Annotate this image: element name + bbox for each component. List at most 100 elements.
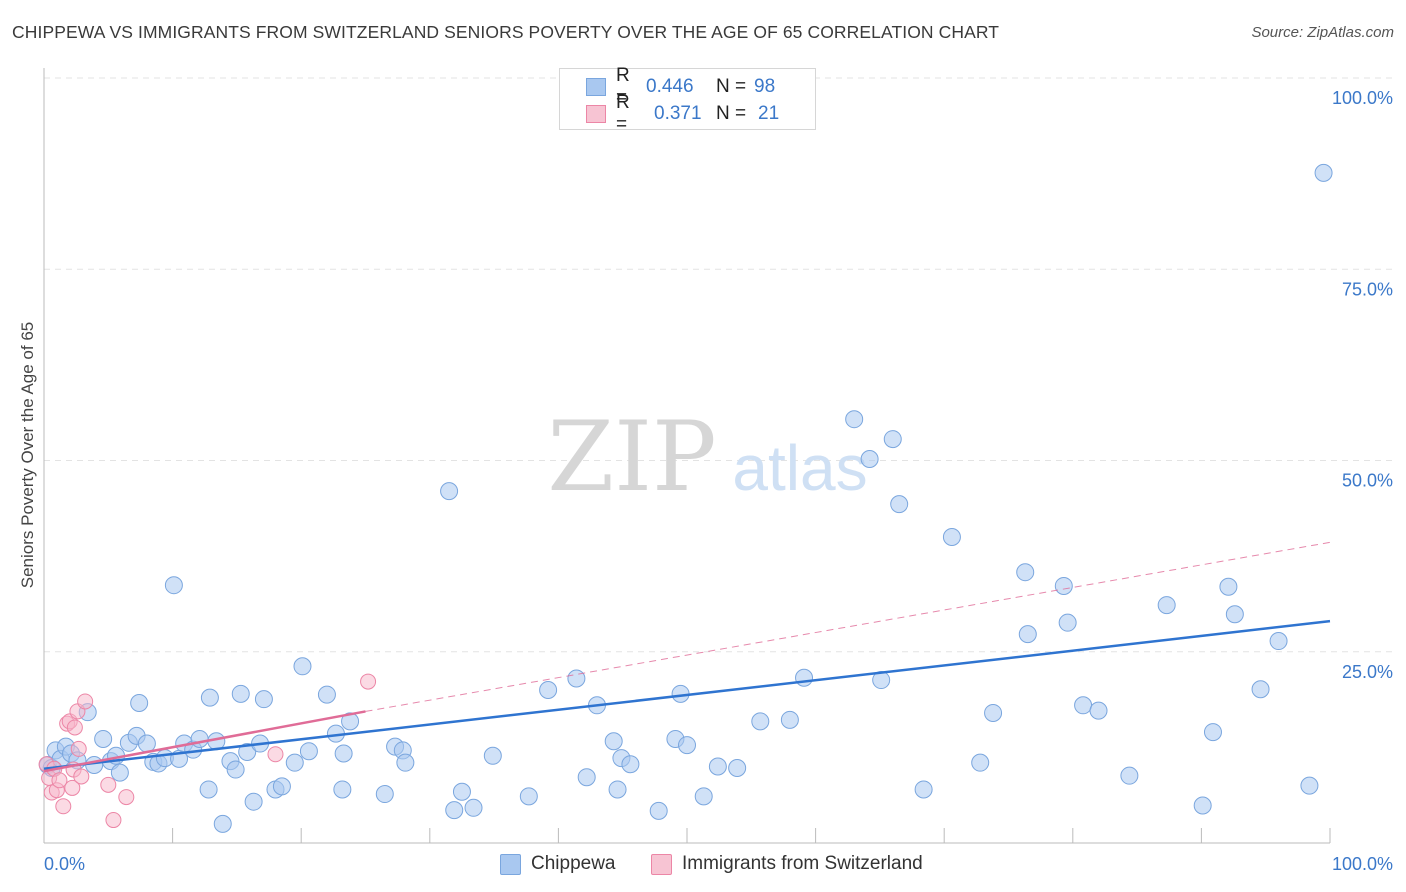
chippewa-point	[971, 753, 990, 772]
stats-legend: R = 0.446 N = 98 R = 0.371 N = 21	[559, 65, 816, 135]
chippewa-point	[231, 684, 250, 703]
chippewa-point	[199, 780, 218, 799]
chippewa-point	[678, 736, 696, 755]
chippewa-point	[567, 669, 586, 688]
grid	[44, 77, 1392, 653]
chippewa-point	[604, 732, 623, 751]
chippewa-point	[164, 576, 183, 595]
chippewa-point	[621, 755, 640, 774]
chippewa-point	[1018, 625, 1037, 644]
watermark: ZIP atlas	[547, 401, 867, 513]
switzerland-point	[64, 779, 81, 796]
bottom-legend-switzerland: Immigrants from Switzerland	[651, 852, 923, 876]
chippewa-point	[795, 668, 814, 687]
chippewa-point	[1120, 766, 1139, 785]
chippewa-point	[213, 814, 232, 833]
chippewa-point	[942, 528, 961, 546]
trend-lines	[43, 541, 1331, 773]
chippewa-point	[984, 703, 1003, 722]
chart-title: CHIPPEWA VS IMMIGRANTS FROM SWITZERLAND …	[12, 22, 1000, 42]
switzerland-point	[55, 798, 72, 815]
chippewa-point	[94, 729, 113, 748]
axes	[43, 68, 1331, 844]
switzerland-point	[77, 693, 94, 710]
chippewa-point	[137, 734, 156, 753]
source-label: Source: ZipAtlas.com	[1251, 24, 1394, 41]
chippewa-point	[110, 763, 129, 782]
legend-n-label: N =	[716, 76, 747, 97]
legend-r-value: 0.446	[646, 76, 694, 97]
chippewa-point	[200, 688, 219, 707]
bottom-legend-swatch-pink	[651, 853, 672, 875]
switzerland-point	[66, 719, 83, 736]
chippewa-point	[452, 782, 471, 801]
y-tick-label: 75.0%	[1342, 279, 1393, 299]
chippewa-point	[708, 757, 727, 776]
chippewa-point	[1054, 576, 1073, 595]
x-tick-label: 100.0%	[1332, 854, 1393, 874]
legend-r-value: 0.371	[654, 103, 702, 124]
chippewa-point	[1269, 632, 1288, 651]
chippewa-point	[254, 690, 273, 709]
chippewa-point	[341, 712, 360, 731]
chippewa-point	[272, 777, 291, 796]
chippewa-point	[1219, 577, 1238, 596]
chippewa-point	[728, 759, 747, 778]
chippewa-point	[375, 785, 394, 804]
switzerland-point	[267, 746, 284, 763]
chippewa-point	[317, 685, 336, 704]
chippewa-point	[190, 729, 209, 748]
y-tick-label: 25.0%	[1342, 662, 1393, 682]
chippewa-point	[285, 753, 304, 772]
chippewa-point	[1016, 563, 1035, 582]
chippewa-point	[333, 780, 352, 799]
watermark-atlas: atlas	[732, 432, 867, 504]
chippewa-point	[1058, 613, 1077, 632]
chippewa-point	[226, 760, 245, 779]
legend-r-label: R =	[616, 65, 630, 108]
switzerland-trend-line	[43, 710, 366, 773]
chippewa-point	[780, 710, 799, 729]
legend-n-label: N =	[716, 103, 747, 124]
bottom-legend-chippewa: Chippewa	[500, 852, 616, 876]
chippewa-point	[845, 410, 864, 429]
chippewa-point	[577, 768, 596, 787]
chippewa-point	[608, 780, 627, 799]
chippewa-point	[334, 744, 353, 763]
chippewa-point	[483, 746, 502, 765]
x-tick-labels: 0.0% 100.0%	[44, 854, 1393, 874]
chippewa-point	[1074, 696, 1093, 715]
chippewa-point	[1157, 596, 1176, 615]
chippewa-point	[238, 742, 257, 761]
bottom-legend-swatch-blue	[500, 853, 521, 875]
switzerland-point	[360, 673, 377, 690]
chippewa-point	[751, 712, 770, 731]
legend-row-switzerland: R = 0.371 N = 21	[586, 92, 780, 135]
legend-r-label: R =	[616, 92, 630, 135]
y-tick-labels: 100.0% 75.0% 50.0% 25.0%	[1332, 88, 1393, 682]
legend-swatch-pink	[586, 105, 606, 123]
y-tick-label: 50.0%	[1342, 471, 1393, 491]
chippewa-point	[890, 495, 909, 514]
chippewa-point	[293, 657, 312, 676]
chippewa-point	[649, 801, 668, 820]
chippewa-point	[519, 787, 538, 806]
switzerland-point	[100, 776, 117, 793]
chippewa-point	[539, 681, 558, 699]
legend-n-value: 21	[758, 103, 780, 124]
switzerland-point	[51, 772, 68, 789]
chippewa-point	[1089, 701, 1108, 720]
chippewa-point	[1300, 776, 1319, 795]
chippewa-point	[1251, 680, 1270, 699]
bottom-legend-label: Immigrants from Switzerland	[682, 853, 923, 874]
legend-swatch-blue	[586, 78, 606, 96]
chippewa-point	[694, 787, 713, 806]
watermark-zip: ZIP	[547, 401, 716, 513]
chippewa-point	[1314, 163, 1333, 182]
chippewa-point	[914, 780, 933, 799]
chippewa-point	[244, 792, 263, 811]
switzerland-point	[118, 789, 135, 806]
x-tick-label: 0.0%	[44, 854, 85, 874]
chippewa-point	[464, 798, 483, 817]
